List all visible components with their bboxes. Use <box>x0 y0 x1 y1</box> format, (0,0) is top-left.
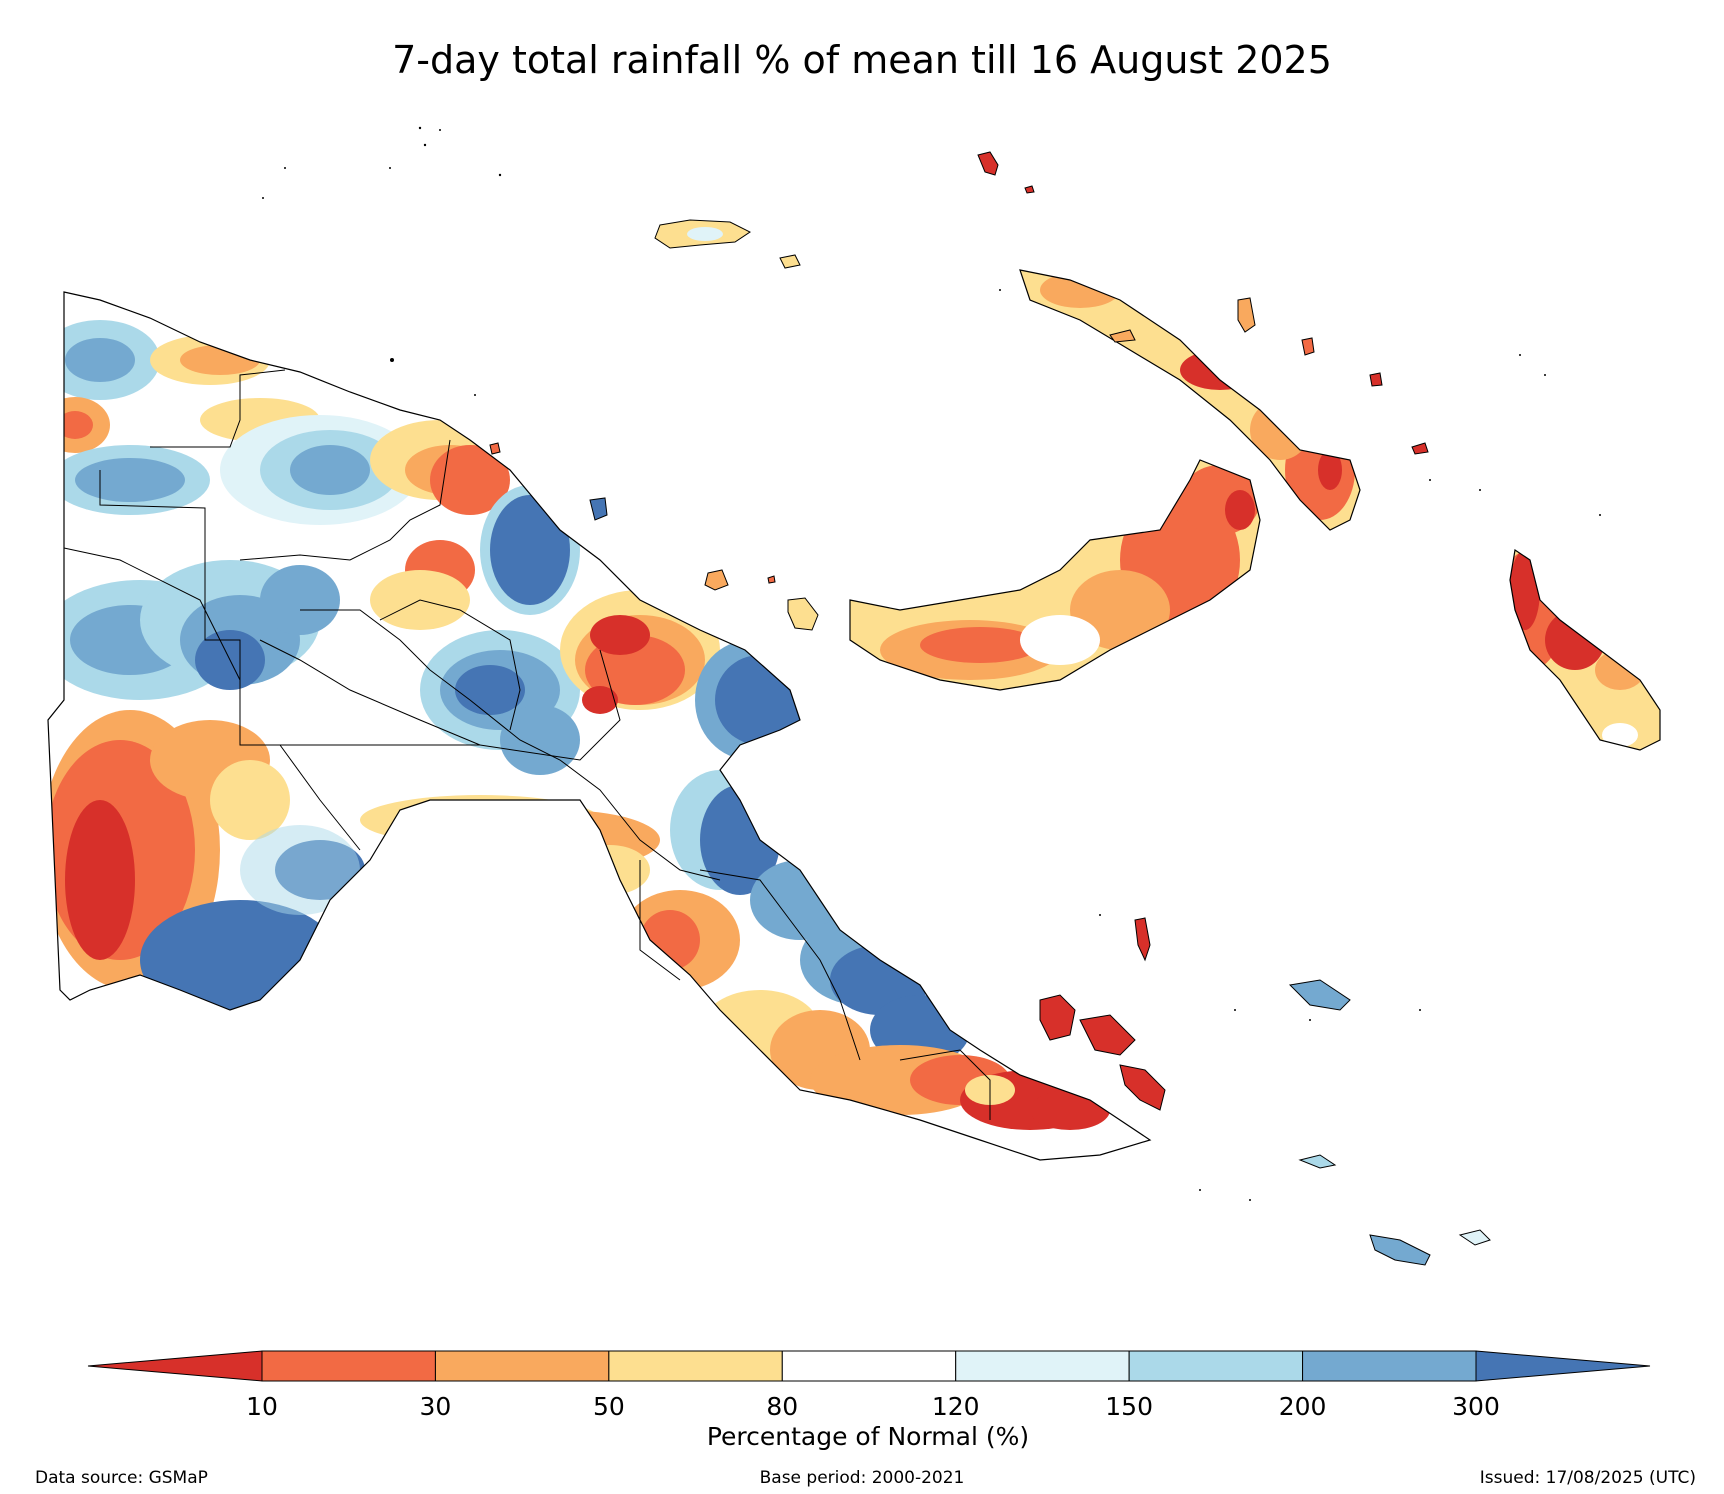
colorbar-tick-label: 300 <box>1452 1392 1500 1421</box>
colorbar-tick-label: 30 <box>420 1392 452 1421</box>
colorbar-tick-label: 150 <box>1105 1392 1153 1421</box>
colorbar-bin <box>434 1350 610 1382</box>
map-title: 7-day total rainfall % of mean till 16 A… <box>392 38 1332 82</box>
base-period: Base period: 2000-2021 <box>759 1468 965 1488</box>
colorbar-bin-low <box>87 1350 263 1382</box>
colorbar-bin <box>608 1350 783 1382</box>
colorbar-bin-high <box>1475 1350 1651 1382</box>
colorbar-tick-label: 10 <box>246 1392 278 1421</box>
colorbar-tick-label: 50 <box>593 1392 625 1421</box>
colorbar-bin <box>1128 1350 1304 1382</box>
colorbar-tick-label: 200 <box>1279 1392 1327 1421</box>
legend-label: Percentage of Normal (%) <box>707 1422 1029 1451</box>
colorbar-bins <box>87 1350 1651 1382</box>
colorbar-tick-label: 120 <box>932 1392 980 1421</box>
colorbar-bin <box>781 1350 957 1382</box>
data-source: Data source: GSMaP <box>35 1468 208 1488</box>
colorbar-bin <box>955 1350 1130 1382</box>
colorbar-tick-label: 80 <box>766 1392 798 1421</box>
colorbar-bin <box>261 1350 436 1382</box>
issued-date: Issued: 17/08/2025 (UTC) <box>1479 1468 1696 1488</box>
colorbar-bin <box>1302 1350 1477 1382</box>
